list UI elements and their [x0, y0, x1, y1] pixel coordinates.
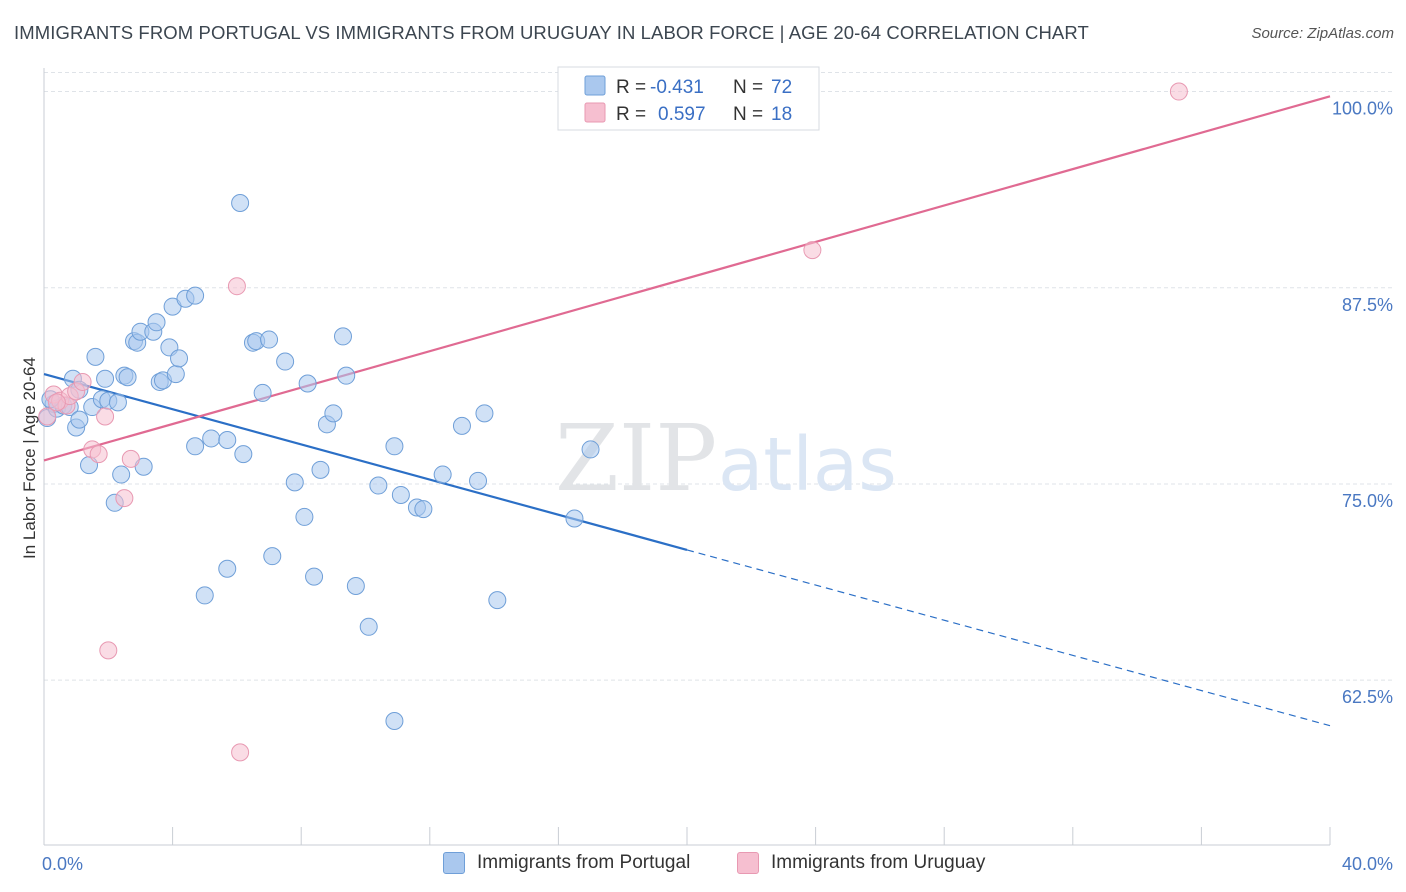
point-uruguay-12 — [121, 449, 140, 468]
series-legend: Immigrants from Portugal Immigrants from… — [0, 850, 1406, 880]
point-portugal-58 — [369, 476, 388, 495]
point-portugal-70 — [581, 440, 600, 459]
point-portugal-33 — [186, 286, 205, 305]
point-portugal-68 — [488, 591, 507, 610]
x-tick-label-0: 0.0% — [42, 854, 83, 874]
stats-legend: R = -0.431 N = 72 R = 0.597 N = 18 — [557, 66, 820, 131]
point-portugal-56 — [346, 577, 365, 595]
point-uruguay-6 — [73, 372, 92, 391]
point-portugal-39 — [231, 193, 250, 212]
y-tick-label-0: 62.5% — [1342, 687, 1393, 707]
legend-r-label-portugal: R = — [616, 77, 646, 98]
point-portugal-38 — [218, 559, 237, 578]
point-portugal-35 — [195, 586, 214, 605]
point-uruguay-13 — [227, 277, 246, 296]
watermark: ZIP atlas — [555, 405, 897, 512]
grid-layer — [44, 72, 1392, 681]
point-portugal-46 — [276, 352, 295, 371]
legend-swatch-uruguay-bottom — [737, 852, 759, 874]
y-tick-label-2: 87.5% — [1342, 295, 1393, 315]
point-portugal-61 — [391, 485, 410, 504]
trendline-portugal-extrapolated — [686, 549, 1331, 727]
point-portugal-50 — [305, 567, 324, 586]
point-portugal-40 — [234, 445, 253, 464]
point-portugal-59 — [385, 711, 404, 730]
point-portugal-13 — [96, 369, 115, 388]
axes-layer — [43, 68, 1331, 846]
legend-r-label-uruguay: R = — [616, 104, 646, 125]
point-uruguay-17 — [47, 393, 66, 412]
point-portugal-17 — [112, 465, 131, 484]
legend-label-uruguay: Immigrants from Uruguay — [771, 852, 986, 873]
point-portugal-57 — [359, 617, 378, 636]
legend-swatch-portugal-bottom — [443, 852, 465, 874]
legend-item-uruguay[interactable]: Immigrants from Uruguay — [737, 852, 985, 874]
point-portugal-49 — [298, 374, 317, 393]
point-uruguay-14 — [231, 743, 250, 762]
point-uruguay-16 — [1169, 82, 1188, 101]
point-portugal-45 — [263, 547, 282, 566]
point-uruguay-8 — [89, 445, 108, 464]
point-portugal-53 — [324, 404, 343, 423]
legend-n-value-uruguay: 18 — [771, 104, 792, 125]
watermark-atlas: atlas — [718, 422, 897, 508]
point-portugal-19 — [118, 368, 137, 387]
y-tick-label-3: 100.0% — [1332, 99, 1393, 119]
legend-n-label-uruguay: N = — [733, 104, 763, 125]
y-tick-label-1: 75.0% — [1342, 491, 1393, 511]
point-portugal-47 — [285, 473, 304, 492]
point-portugal-36 — [202, 429, 221, 448]
point-portugal-44 — [260, 330, 279, 349]
point-uruguay-0 — [38, 407, 57, 426]
point-portugal-64 — [433, 465, 452, 484]
legend-n-value-portugal: 72 — [771, 77, 792, 98]
point-uruguay-15 — [803, 241, 822, 260]
point-portugal-69 — [565, 509, 584, 528]
point-portugal-48 — [295, 507, 314, 526]
point-portugal-43 — [253, 383, 272, 402]
point-portugal-37 — [218, 431, 237, 450]
point-portugal-30 — [166, 365, 185, 384]
point-portugal-11 — [86, 347, 105, 366]
legend-n-label-portugal: N = — [733, 77, 763, 98]
point-portugal-51 — [311, 460, 330, 479]
point-portugal-8 — [70, 410, 89, 429]
legend-swatch-uruguay — [584, 102, 606, 123]
point-portugal-60 — [385, 437, 404, 456]
point-portugal-65 — [452, 416, 471, 435]
legend-item-portugal[interactable]: Immigrants from Portugal — [443, 852, 690, 874]
legend-label-portugal: Immigrants from Portugal — [477, 852, 691, 873]
chart-source: Source: ZipAtlas.com — [1251, 25, 1394, 42]
point-uruguay-10 — [99, 641, 118, 660]
x-tick-label-1: 40.0% — [1342, 854, 1393, 874]
point-portugal-66 — [469, 471, 488, 490]
point-portugal-55 — [337, 366, 356, 385]
point-portugal-54 — [333, 327, 352, 346]
point-portugal-25 — [147, 313, 166, 332]
points-layer — [38, 82, 1188, 762]
tick-label-layer: 62.5% 75.0% 87.5% 100.0% 0.0% 40.0% — [42, 99, 1393, 874]
chart-title: IMMIGRANTS FROM PORTUGAL VS IMMIGRANTS F… — [14, 22, 1089, 43]
legend-r-value-uruguay: 0.597 — [658, 104, 706, 125]
point-portugal-67 — [475, 404, 494, 423]
legend-r-value-portugal: -0.431 — [650, 77, 704, 98]
point-portugal-16 — [108, 393, 127, 412]
point-uruguay-9 — [96, 407, 115, 426]
watermark-zip: ZIP — [555, 405, 717, 512]
point-portugal-31 — [170, 349, 189, 368]
point-portugal-34 — [186, 437, 205, 456]
legend-swatch-portugal — [584, 75, 606, 96]
point-portugal-63 — [414, 500, 433, 519]
point-uruguay-11 — [115, 489, 134, 508]
y-axis-title: In Labor Force | Age 20-64 — [20, 357, 39, 559]
